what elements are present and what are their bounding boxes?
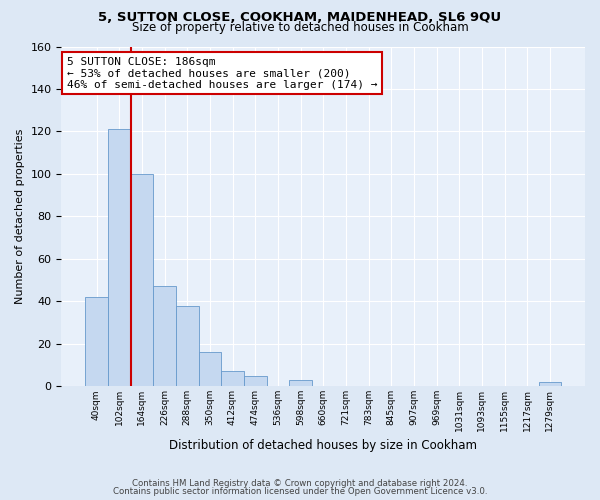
- Text: Contains public sector information licensed under the Open Government Licence v3: Contains public sector information licen…: [113, 487, 487, 496]
- Bar: [539, 382, 561, 386]
- Text: Contains HM Land Registry data © Crown copyright and database right 2024.: Contains HM Land Registry data © Crown c…: [132, 478, 468, 488]
- Y-axis label: Number of detached properties: Number of detached properties: [15, 128, 25, 304]
- Bar: [176, 306, 199, 386]
- X-axis label: Distribution of detached houses by size in Cookham: Distribution of detached houses by size …: [169, 440, 477, 452]
- Text: 5, SUTTON CLOSE, COOKHAM, MAIDENHEAD, SL6 9QU: 5, SUTTON CLOSE, COOKHAM, MAIDENHEAD, SL…: [98, 11, 502, 24]
- Bar: [85, 297, 108, 386]
- Bar: [221, 372, 244, 386]
- Bar: [108, 130, 131, 386]
- Bar: [199, 352, 221, 386]
- Bar: [289, 380, 312, 386]
- Text: 5 SUTTON CLOSE: 186sqm
← 53% of detached houses are smaller (200)
46% of semi-de: 5 SUTTON CLOSE: 186sqm ← 53% of detached…: [67, 56, 377, 90]
- Bar: [244, 376, 266, 386]
- Text: Size of property relative to detached houses in Cookham: Size of property relative to detached ho…: [131, 21, 469, 34]
- Bar: [153, 286, 176, 386]
- Bar: [131, 174, 153, 386]
